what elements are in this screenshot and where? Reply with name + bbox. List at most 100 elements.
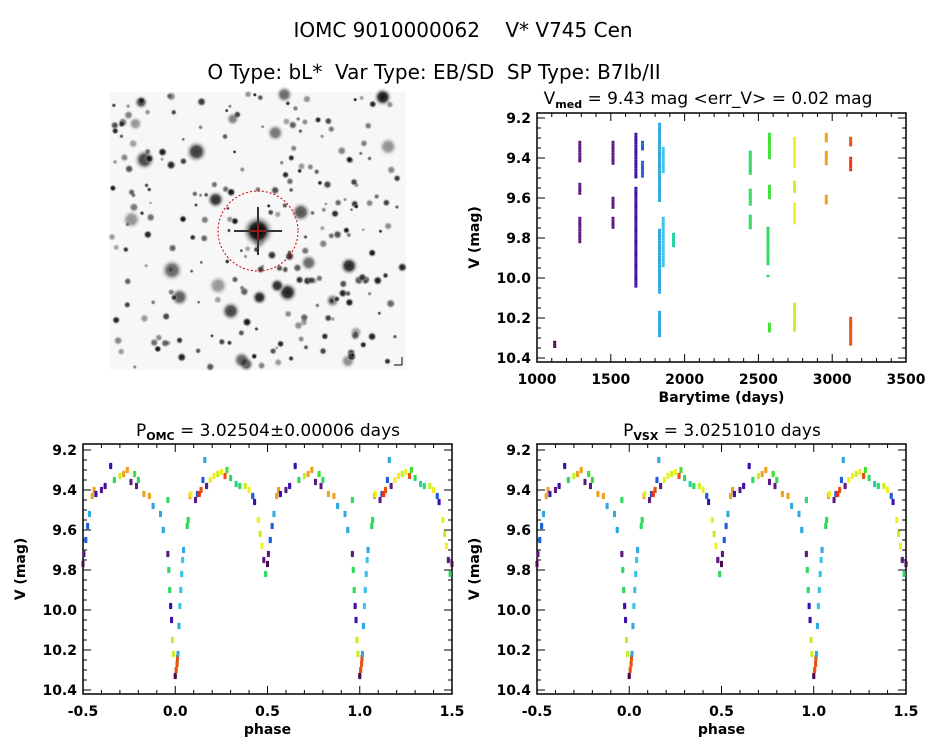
data-point [815, 650, 819, 654]
data-point [677, 472, 681, 476]
data-point [649, 492, 653, 496]
data-point [718, 572, 722, 576]
data-point [854, 472, 858, 476]
data-point [738, 488, 742, 492]
data-point [897, 532, 901, 536]
data-point [81, 560, 85, 564]
data-point [658, 192, 662, 195]
data-point [688, 484, 692, 488]
data-point [898, 544, 902, 548]
star [270, 185, 281, 196]
data-point [843, 486, 847, 490]
star [203, 191, 210, 198]
data-point [234, 480, 238, 484]
data-point [189, 494, 193, 498]
data-point [310, 470, 314, 474]
data-point [634, 191, 638, 194]
data-point [186, 516, 190, 520]
data-point [658, 318, 662, 321]
data-point [336, 506, 340, 510]
data-point [634, 574, 638, 578]
data-point [179, 590, 183, 594]
data-point [264, 570, 268, 574]
data-point [326, 494, 330, 498]
data-point [658, 190, 662, 193]
data-point [804, 552, 808, 556]
data-point [346, 526, 350, 530]
data-point [651, 494, 655, 498]
data-point [658, 199, 662, 202]
data-point [659, 482, 663, 486]
data-point [589, 482, 593, 486]
star [386, 164, 397, 175]
data-point [808, 620, 812, 624]
data-point [710, 516, 714, 520]
data-point [175, 660, 179, 664]
data-point [611, 196, 615, 200]
data-point [655, 480, 659, 484]
data-point [624, 636, 628, 640]
data-point [563, 462, 567, 466]
data-point [87, 510, 91, 514]
data-point [92, 490, 96, 494]
star [189, 233, 197, 242]
data-point [748, 167, 752, 170]
data-point [724, 522, 728, 526]
star [243, 89, 253, 99]
data-point [767, 478, 771, 482]
data-point [643, 492, 647, 496]
star [109, 184, 117, 192]
data-point [264, 572, 268, 576]
data-point [553, 488, 557, 492]
star [323, 201, 328, 206]
data-point [815, 626, 819, 630]
data-point [171, 654, 175, 658]
figure-title: IOMC 9010000062 V* V745 Cen [293, 18, 632, 42]
data-point [578, 240, 582, 244]
star [333, 198, 343, 208]
star [118, 133, 125, 139]
data-point [886, 490, 890, 494]
data-point [720, 560, 723, 564]
data-point [166, 550, 170, 554]
data-point [635, 556, 639, 560]
data-point [81, 562, 85, 566]
data-point [432, 488, 436, 492]
data-point [849, 326, 853, 329]
data-point [350, 552, 354, 556]
star [165, 91, 177, 102]
data-point [649, 494, 653, 498]
data-point [371, 518, 375, 522]
star [378, 136, 399, 157]
data-point [351, 570, 355, 574]
y-tick-label: 9.8 [52, 563, 77, 579]
data-point [889, 492, 893, 496]
data-point [658, 122, 662, 126]
star [230, 275, 240, 284]
data-point [629, 658, 633, 662]
data-point [849, 156, 853, 160]
data-point [658, 257, 662, 260]
data-point [112, 476, 116, 480]
y-axis-label: V (mag) [467, 206, 483, 269]
data-point [767, 325, 771, 328]
data-point [82, 552, 86, 556]
data-point [658, 144, 662, 147]
star [149, 337, 160, 348]
star [338, 279, 349, 289]
data-point [747, 466, 751, 470]
star [339, 255, 359, 276]
data-point [747, 464, 751, 468]
data-point [179, 586, 183, 590]
data-point [313, 478, 317, 482]
phase-plot-omc-title: POMC = 3.02504±0.00006 days [136, 421, 400, 443]
data-point [446, 560, 450, 564]
star [273, 210, 282, 219]
data-point [849, 164, 853, 167]
data-point [360, 664, 364, 668]
data-point [824, 158, 828, 161]
star [306, 275, 317, 285]
data-point [895, 520, 899, 524]
data-point [817, 586, 821, 590]
data-point [780, 490, 784, 494]
